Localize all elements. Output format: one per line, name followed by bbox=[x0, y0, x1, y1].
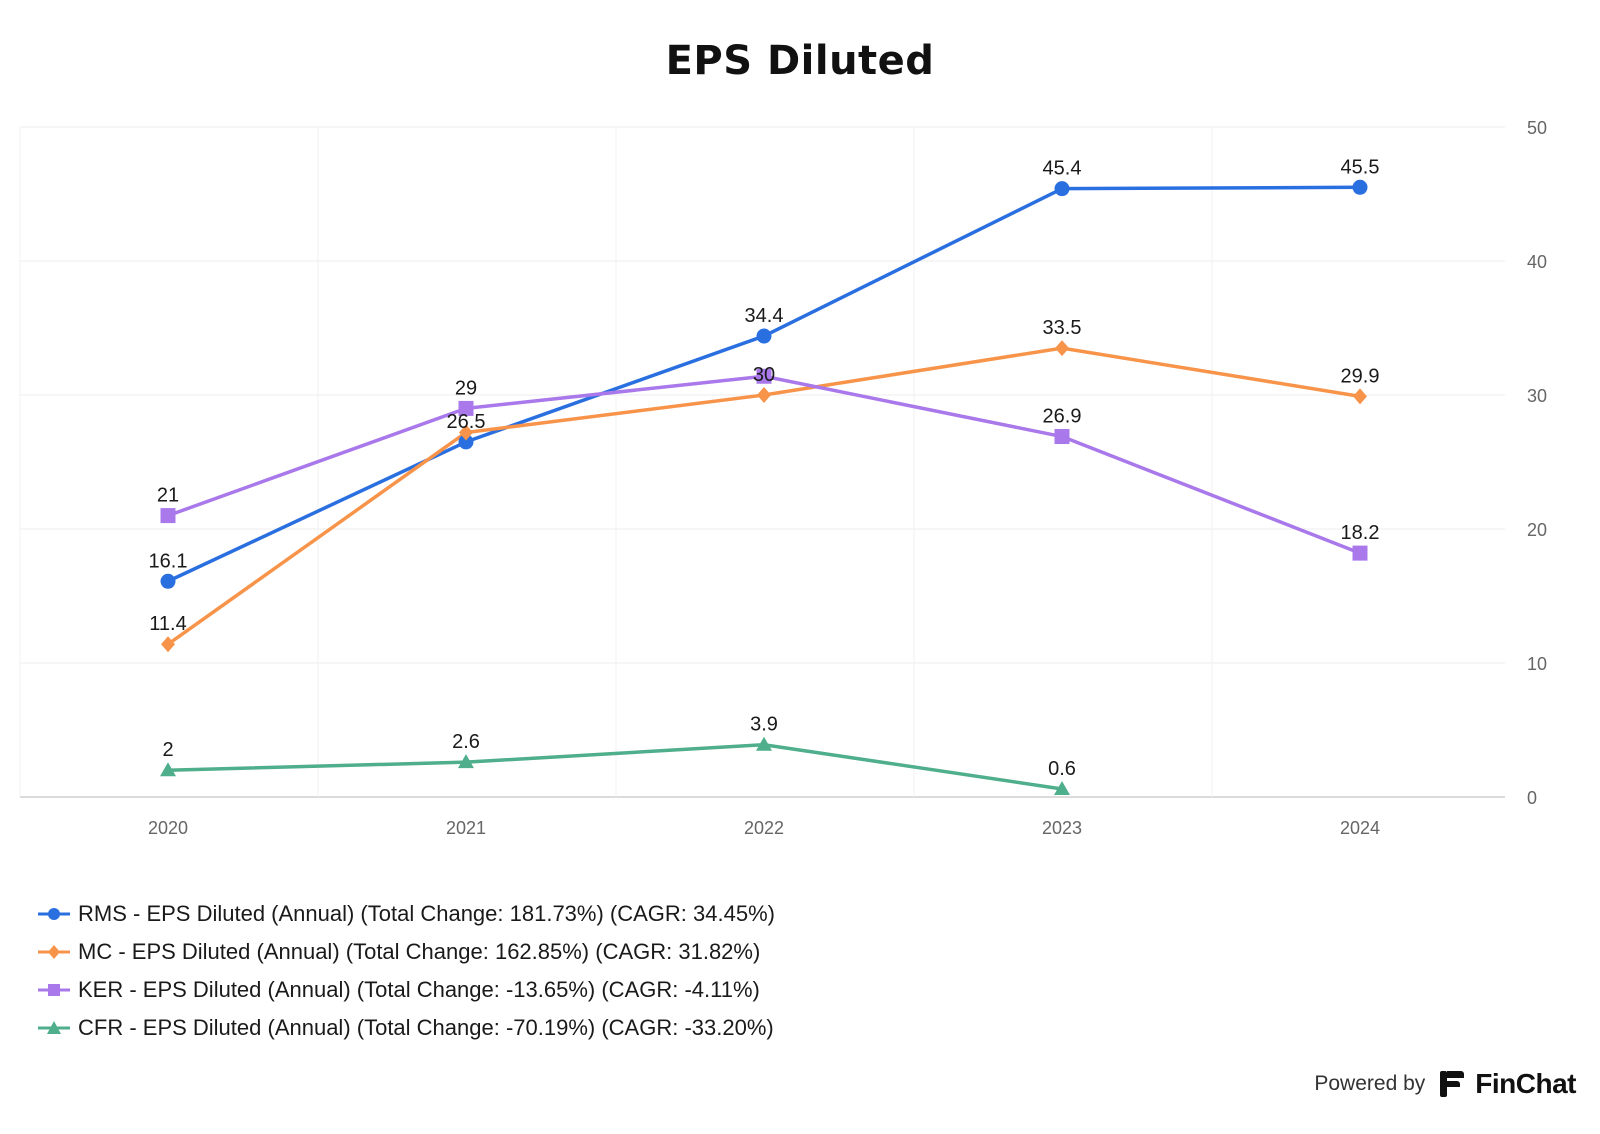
powered-by-label: Powered by bbox=[1314, 1072, 1426, 1095]
legend-swatch-cfr bbox=[38, 1021, 70, 1034]
data-point-cfr bbox=[458, 754, 474, 769]
data-point-mc bbox=[1353, 388, 1367, 405]
legend-swatch-rms bbox=[38, 908, 70, 920]
data-label-ker: 26.9 bbox=[1043, 406, 1082, 428]
legend-item-rms[interactable]: RMS - EPS Diluted (Annual) (Total Change… bbox=[36, 895, 775, 933]
data-point-ker bbox=[458, 400, 474, 416]
data-label-rms: 45.5 bbox=[1341, 156, 1380, 178]
data-label-mc: 33.5 bbox=[1043, 317, 1082, 339]
legend-label-ker: KER - EPS Diluted (Annual) (Total Change… bbox=[78, 977, 760, 1002]
data-label-rms: 26.5 bbox=[447, 411, 486, 433]
y-tick-label: 50 bbox=[1527, 118, 1547, 138]
data-label-ker: 29 bbox=[455, 377, 477, 399]
data-point-ker bbox=[1352, 545, 1368, 561]
legend-item-ker[interactable]: KER - EPS Diluted (Annual) (Total Change… bbox=[36, 971, 775, 1009]
finchat-brand-name: FinChat bbox=[1475, 1068, 1576, 1099]
series-line-cfr bbox=[166, 742, 1064, 791]
data-label-rms: 16.1 bbox=[149, 550, 188, 572]
data-label-cfr: 2.6 bbox=[452, 731, 480, 753]
x-tick-label: 2022 bbox=[744, 818, 784, 838]
data-point-mc bbox=[757, 387, 771, 403]
data-point-cfr bbox=[160, 762, 176, 777]
data-point-rms bbox=[458, 434, 474, 450]
legend-item-mc[interactable]: MC - EPS Diluted (Annual) (Total Change:… bbox=[36, 933, 775, 971]
data-label-mc: 29.9 bbox=[1341, 365, 1380, 387]
data-label-mc: 30 bbox=[753, 364, 775, 386]
legend-label-mc: MC - EPS Diluted (Annual) (Total Change:… bbox=[78, 939, 761, 964]
data-point-rms bbox=[756, 328, 772, 344]
data-label-cfr: 3.9 bbox=[750, 714, 778, 736]
legend-item-cfr[interactable]: CFR - EPS Diluted (Annual) (Total Change… bbox=[36, 1009, 775, 1047]
data-point-ker bbox=[1054, 429, 1070, 445]
data-label-rms: 34.4 bbox=[745, 305, 784, 327]
legend-label-rms: RMS - EPS Diluted (Annual) (Total Change… bbox=[78, 901, 775, 926]
y-tick-label: 0 bbox=[1527, 788, 1537, 808]
data-point-rms bbox=[1352, 179, 1368, 195]
data-label-ker: 18.2 bbox=[1341, 522, 1380, 544]
finchat-logo-icon bbox=[1440, 1071, 1465, 1097]
chart-legend: RMS - EPS Diluted (Annual) (Total Change… bbox=[36, 895, 775, 1047]
eps-line-chart: 0 10 20 30 40 50 2020 2021 2022 2023 2024 16.1 26.5 3… bbox=[19, 118, 1547, 838]
data-point-rms bbox=[1054, 181, 1070, 197]
x-tick-label: 2024 bbox=[1340, 818, 1380, 838]
data-label-ker: 21 bbox=[157, 485, 179, 507]
data-point-mc bbox=[161, 636, 175, 653]
x-tick-label: 2021 bbox=[446, 818, 486, 838]
data-point-ker bbox=[160, 508, 176, 524]
legend-swatch-mc bbox=[38, 945, 70, 959]
data-point-cfr bbox=[1054, 780, 1070, 795]
data-point-rms bbox=[160, 573, 176, 589]
data-point-mc bbox=[459, 424, 473, 441]
chart-title: EPS Diluted bbox=[665, 38, 935, 84]
data-label-mc: 11.4 bbox=[149, 613, 186, 635]
data-point-mc bbox=[1055, 340, 1069, 357]
y-tick-label: 40 bbox=[1527, 252, 1547, 272]
y-tick-label: 20 bbox=[1527, 520, 1547, 540]
data-label-cfr: 2 bbox=[162, 739, 173, 761]
y-tick-label: 10 bbox=[1527, 654, 1547, 674]
data-label-rms: 45.4 bbox=[1043, 158, 1082, 180]
data-label-cfr: 0.6 bbox=[1048, 758, 1076, 780]
data-point-ker bbox=[756, 368, 772, 384]
powered-by-footer: Powered by FinChat bbox=[1314, 1068, 1576, 1100]
legend-swatch-ker bbox=[38, 984, 70, 996]
x-tick-label: 2020 bbox=[148, 818, 188, 838]
data-point-cfr bbox=[756, 736, 772, 751]
legend-label-cfr: CFR - EPS Diluted (Annual) (Total Change… bbox=[78, 1015, 774, 1040]
y-tick-label: 30 bbox=[1527, 386, 1547, 406]
x-tick-label: 2023 bbox=[1042, 818, 1082, 838]
